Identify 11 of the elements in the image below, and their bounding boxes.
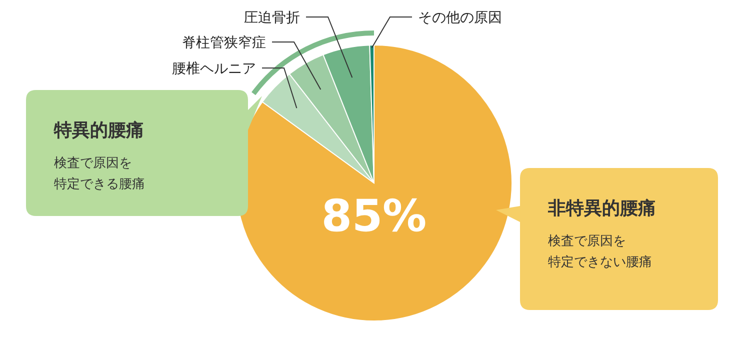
text: 検査で原因を — [548, 234, 626, 249]
text: 特異的腰痛 — [53, 120, 144, 141]
data-label: 85% — [321, 191, 427, 242]
slice-label: その他の原因 — [418, 10, 502, 26]
text: 特定できる腰痛 — [54, 177, 145, 192]
text: 検査で原因を — [54, 156, 132, 171]
text: 特定できない腰痛 — [548, 255, 652, 270]
slice-label: 圧迫骨折 — [244, 10, 300, 26]
slice-label: 脊柱管狭窄症 — [182, 35, 266, 51]
slice-label: 腰椎ヘルニア — [172, 61, 256, 77]
slice-label: 非特異的腰痛 — [547, 198, 656, 219]
